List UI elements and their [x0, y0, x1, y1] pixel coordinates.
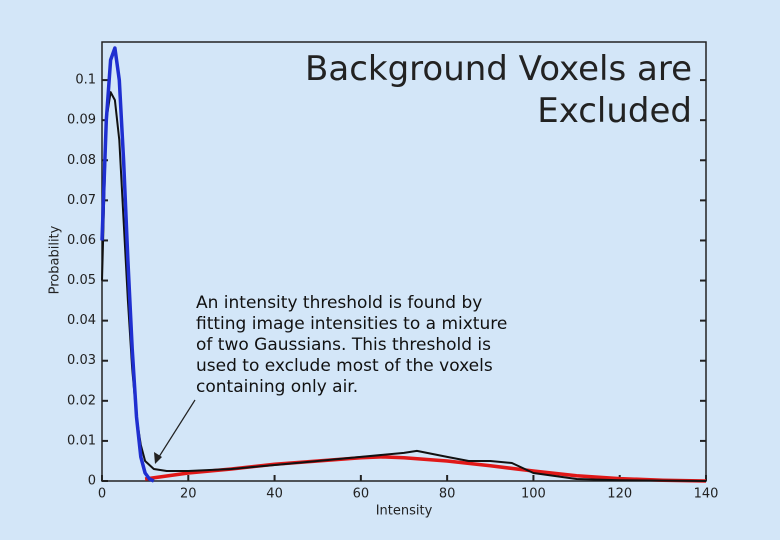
y-tick-label: 0.01 [67, 433, 96, 448]
y-tick-label: 0.08 [67, 153, 96, 168]
chart-title: Background Voxels are Excluded [305, 49, 692, 131]
x-tick-label: 140 [694, 487, 719, 502]
x-tick-label: 40 [266, 487, 283, 502]
y-tick-label: 0.1 [75, 73, 96, 88]
y-tick-label: 0.06 [67, 233, 96, 248]
arrow-line [156, 399, 196, 461]
y-tick-label: 0.05 [67, 273, 96, 288]
x-tick-label: 100 [521, 487, 546, 502]
x-axis-label: Intensity [376, 504, 433, 519]
y-tick-label: 0.03 [67, 353, 96, 368]
y-tick-label: 0.07 [67, 193, 96, 208]
x-tick-label: 60 [353, 487, 370, 502]
y-tick-label: 0 [88, 474, 96, 489]
x-tick-label: 0 [98, 487, 106, 502]
arrow-head [154, 452, 162, 464]
line-series [101, 91, 707, 482]
y-tick-label: 0.09 [67, 113, 96, 128]
annotation: An intensity threshold is found by fitti… [196, 293, 508, 397]
y-tick-label: 0.02 [67, 393, 96, 408]
x-tick-label: 80 [439, 487, 456, 502]
y-tick-label: 0.04 [67, 313, 96, 328]
x-tick-label: 20 [180, 487, 197, 502]
x-tick-label: 120 [607, 487, 632, 502]
line-series [100, 46, 155, 483]
y-axis-label: Probability [48, 225, 63, 294]
